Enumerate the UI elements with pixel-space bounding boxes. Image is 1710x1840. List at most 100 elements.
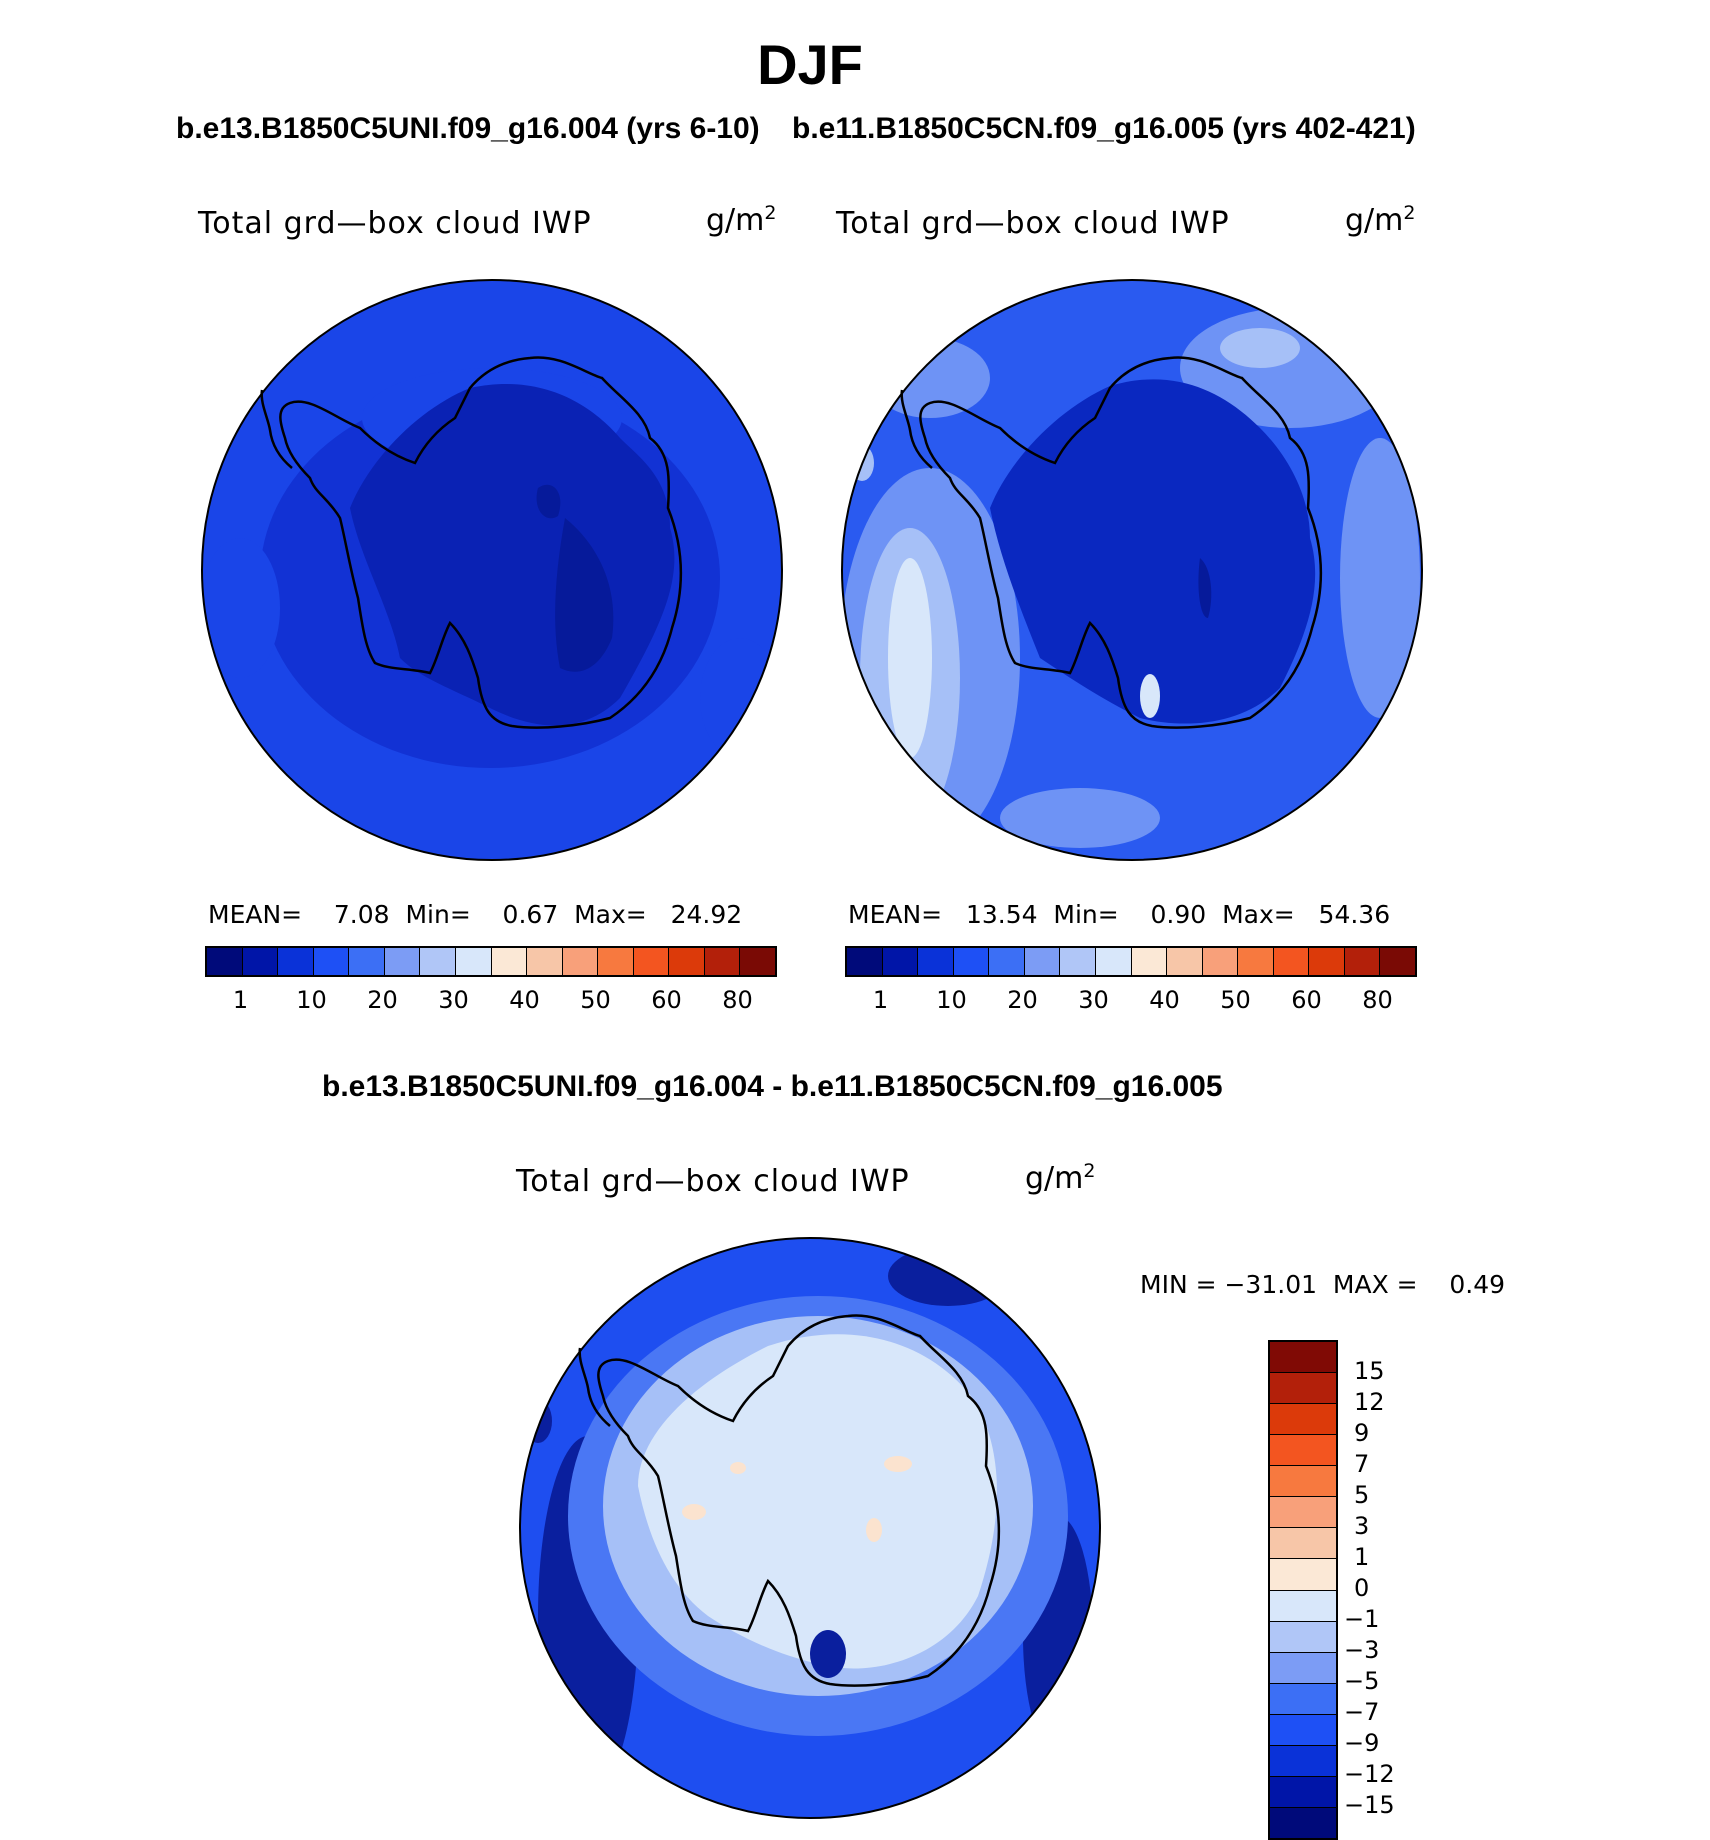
panel-2-colorbar-tick-label: 10 — [936, 986, 967, 1014]
panel-3-colorbar-swatch — [1270, 1466, 1336, 1498]
panel-3-colorbar-tick-label: 1 — [1354, 1543, 1370, 1571]
panel-2-colorbar-tick-label: 80 — [1362, 986, 1393, 1014]
panel-2-stats: MEAN= 13.54 Min= 0.90 Max= 54.36 — [848, 900, 1391, 929]
panel-2-colorbar-swatch — [1167, 948, 1203, 975]
panel-3-colorbar-tick-label: −7 — [1344, 1698, 1380, 1726]
panel-3-colorbar-ticks: 15 12 9 7 5 3 1 0 −1 −3 −5 −7 −9 −12 −15 — [1344, 1340, 1424, 1836]
panel-2-colorbar-swatch — [1131, 948, 1168, 975]
panel-1-colorbar-swatch — [349, 948, 385, 975]
panel-1-colorbar-swatch — [740, 948, 775, 975]
panel-1-colorbar-swatch — [633, 948, 670, 975]
panel-1-colorbar-swatch — [562, 948, 599, 975]
panel-2-colorbar-tick-label: 50 — [1220, 986, 1251, 1014]
panel-2-colorbar-swatch — [1273, 948, 1310, 975]
panel-2-colorbar-swatch — [989, 948, 1025, 975]
panel-2-colorbar-tick-label: 40 — [1149, 986, 1180, 1014]
panel-1-colorbar-tick-label: 60 — [651, 986, 682, 1014]
panel-1-colorbar-swatch — [313, 948, 350, 975]
panel-2-colorbar-swatch — [918, 948, 954, 975]
panel-1-colorbar-swatch — [420, 948, 456, 975]
panel-3-units: g/m2 — [1025, 1160, 1096, 1196]
panel-3-colorbar-swatch — [1270, 1373, 1336, 1405]
panel-2-colorbar-tick-label: 30 — [1078, 986, 1109, 1014]
panel-3-colorbar-swatch — [1270, 1528, 1336, 1560]
panel-2-colorbar-tick-label: 20 — [1007, 986, 1038, 1014]
panel-1-colorbar-swatch — [384, 948, 421, 975]
panel-2-colorbar-swatch — [1060, 948, 1096, 975]
panel-1-colorbar-swatch — [455, 948, 492, 975]
panel-1-colorbar-swatch — [598, 948, 634, 975]
panel-3-colorbar-tick-label: 5 — [1354, 1481, 1370, 1509]
page-title: DJF — [757, 33, 863, 96]
panel-2-case-title: b.e11.B1850C5CN.f09_g16.005 (yrs 402-421… — [792, 112, 1416, 145]
panel-1-colorbar-tick-label: 40 — [509, 986, 540, 1014]
panel-1-colorbar — [205, 946, 777, 977]
panel-3-colorbar-tick-label: 15 — [1354, 1357, 1385, 1385]
panel-1-colorbar-swatch — [704, 948, 741, 975]
panel-1-stats: MEAN= 7.08 Min= 0.67 Max= 24.92 — [208, 900, 743, 929]
panel-2-colorbar-tick-label: 1 — [872, 986, 889, 1014]
panel-1-variable-label: Total grd—box cloud IWP — [198, 206, 592, 241]
panel-1-colorbar-ticks: 1 10 20 30 40 50 60 80 — [205, 986, 773, 1016]
panel-2-colorbar-swatch — [1024, 948, 1061, 975]
panel-3-variable-label: Total grd—box cloud IWP — [516, 1164, 910, 1199]
panel-3-colorbar-tick-label: 9 — [1354, 1419, 1370, 1447]
panel-2-map — [841, 279, 1423, 861]
panel-1-colorbar-swatch — [669, 948, 705, 975]
panel-2-colorbar-swatch — [882, 948, 919, 975]
panel-2-colorbar-swatch — [1344, 948, 1381, 975]
panel-1-colorbar-swatch — [527, 948, 563, 975]
panel-1-colorbar-tick-label: 30 — [438, 986, 469, 1014]
panel-3-colorbar-swatch — [1270, 1559, 1336, 1591]
panel-3-colorbar-swatch — [1270, 1683, 1336, 1715]
panel-2-colorbar — [845, 946, 1417, 977]
panel-3-colorbar-swatch — [1270, 1342, 1336, 1374]
panel-1-colorbar-swatch — [207, 948, 243, 975]
panel-1-colorbar-tick-label: 50 — [580, 986, 611, 1014]
panel-1-units: g/m2 — [706, 202, 777, 238]
panel-2-colorbar-tick-label: 60 — [1291, 986, 1322, 1014]
panel-3-colorbar-tick-label: 0 — [1354, 1574, 1370, 1602]
panel-3-colorbar-swatch — [1270, 1435, 1336, 1467]
panel-2-colorbar-swatch — [1095, 948, 1132, 975]
panel-1-colorbar-swatch — [242, 948, 279, 975]
panel-3-stats: MIN = −31.01 MAX = 0.49 — [1140, 1270, 1506, 1299]
panel-3-colorbar-tick-label: 12 — [1354, 1388, 1385, 1416]
panel-3-case-title: b.e13.B1850C5UNI.f09_g16.004 - b.e11.B18… — [322, 1070, 1223, 1103]
panel-2-colorbar-swatch — [1380, 948, 1415, 975]
panel-2-colorbar-swatch — [1238, 948, 1274, 975]
panel-3-colorbar-tick-label: −15 — [1344, 1791, 1395, 1819]
panel-3-colorbar-swatch — [1270, 1714, 1336, 1746]
panel-2-colorbar-swatch — [953, 948, 990, 975]
panel-3-colorbar-swatch — [1270, 1652, 1336, 1684]
panel-1-colorbar-swatch — [491, 948, 528, 975]
panel-3-colorbar-tick-label: −3 — [1344, 1636, 1380, 1664]
panel-3-map — [519, 1237, 1101, 1819]
panel-3-colorbar-swatch — [1270, 1404, 1336, 1436]
panel-2-colorbar-swatch — [1202, 948, 1239, 975]
panel-3-colorbar-tick-label: −5 — [1344, 1667, 1380, 1695]
panel-3-colorbar-tick-label: 7 — [1354, 1450, 1370, 1478]
panel-3-colorbar-swatch — [1270, 1590, 1336, 1622]
panel-1-colorbar-tick-label: 80 — [722, 986, 753, 1014]
panel-2-colorbar-ticks: 1 10 20 30 40 50 60 80 — [845, 986, 1413, 1016]
panel-1-map — [201, 279, 783, 861]
panel-2-colorbar-swatch — [847, 948, 883, 975]
panel-3-colorbar — [1268, 1340, 1338, 1840]
panel-1-case-title: b.e13.B1850C5UNI.f09_g16.004 (yrs 6-10) — [176, 112, 760, 145]
panel-3-colorbar-tick-label: −1 — [1344, 1605, 1380, 1633]
panel-3-colorbar-swatch — [1270, 1776, 1336, 1808]
panel-3-colorbar-tick-label: 3 — [1354, 1512, 1370, 1540]
panel-3-colorbar-swatch — [1270, 1497, 1336, 1529]
panel-1-colorbar-swatch — [278, 948, 314, 975]
panel-1-colorbar-tick-label: 10 — [296, 986, 327, 1014]
panel-2-variable-label: Total grd—box cloud IWP — [836, 206, 1230, 241]
panel-3-colorbar-tick-label: −12 — [1344, 1760, 1395, 1788]
panel-1-colorbar-tick-label: 20 — [367, 986, 398, 1014]
panel-3-colorbar-tick-label: −9 — [1344, 1729, 1380, 1757]
panel-3-colorbar-swatch — [1270, 1807, 1336, 1838]
panel-3-colorbar-swatch — [1270, 1621, 1336, 1653]
panel-3-colorbar-swatch — [1270, 1745, 1336, 1777]
panel-2-units: g/m2 — [1345, 202, 1416, 238]
panel-2-colorbar-swatch — [1309, 948, 1345, 975]
